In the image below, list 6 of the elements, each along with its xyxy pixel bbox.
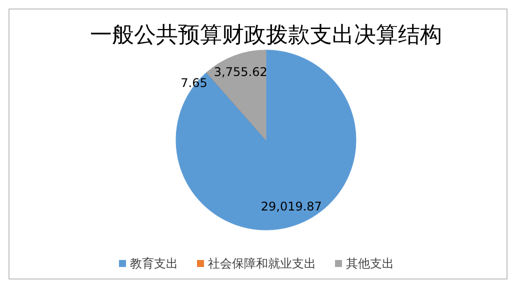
legend-label: 教育支出: [130, 256, 178, 270]
chart-title: 一般公共预算财政拨款支出决算结构: [90, 23, 442, 48]
legend-label: 社会保障和就业支出: [208, 256, 316, 270]
data-label: 3,755.62: [214, 64, 268, 79]
legend-label: 其他支出: [346, 256, 394, 270]
data-label: 29,019.87: [260, 200, 322, 214]
